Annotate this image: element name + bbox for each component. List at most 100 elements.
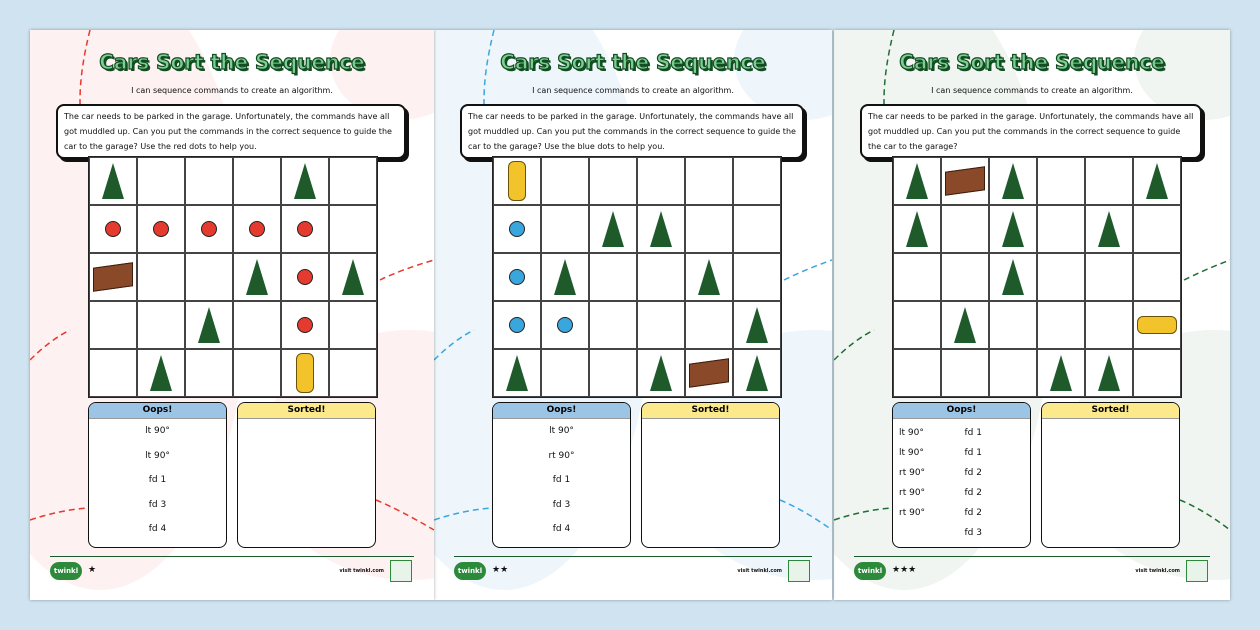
command-card[interactable]: fd 2 bbox=[964, 508, 982, 518]
tree-icon bbox=[246, 259, 268, 295]
visit-link: visit twinkl.com bbox=[737, 568, 782, 574]
command-card[interactable]: lt 90° bbox=[899, 448, 924, 458]
path-dot bbox=[201, 221, 217, 237]
grid-cell bbox=[685, 349, 733, 397]
grid-cell bbox=[137, 205, 185, 253]
grid-cell bbox=[941, 157, 989, 205]
tree-icon bbox=[554, 259, 576, 295]
grid-cell bbox=[1133, 253, 1181, 301]
command-card[interactable]: fd 2 bbox=[964, 488, 982, 498]
command-card[interactable]: fd 4 bbox=[552, 524, 571, 534]
grid-cell bbox=[541, 253, 589, 301]
instructions-box: The car needs to be parked in the garage… bbox=[460, 104, 804, 159]
twinkl-logo: twinkl bbox=[854, 562, 886, 580]
command-card[interactable]: rt 90° bbox=[899, 508, 926, 518]
grid-cell bbox=[185, 301, 233, 349]
tree-icon bbox=[954, 307, 976, 343]
twinkl-logo: twinkl bbox=[50, 562, 82, 580]
grid-cell bbox=[137, 157, 185, 205]
grid-cell bbox=[637, 205, 685, 253]
grid-cell bbox=[541, 205, 589, 253]
grid-cell bbox=[281, 349, 329, 397]
command-card[interactable]: fd 1 bbox=[148, 475, 167, 485]
grid-cell bbox=[1037, 349, 1085, 397]
path-dot bbox=[297, 317, 313, 333]
tree-icon bbox=[906, 211, 928, 247]
grid-cell bbox=[893, 205, 941, 253]
grid-cell bbox=[233, 349, 281, 397]
grid-cell bbox=[893, 157, 941, 205]
command-card[interactable]: lt 90° bbox=[549, 426, 574, 436]
grid-cell bbox=[1133, 157, 1181, 205]
grid-cell bbox=[233, 157, 281, 205]
worksheet-title: Cars Sort the Sequence bbox=[99, 49, 366, 74]
command-card[interactable]: rt 90° bbox=[548, 450, 575, 461]
oops-box: Oops! lt 90° rt 90° fd 1 fd 3 fd 4 bbox=[492, 402, 631, 548]
grid-cell bbox=[281, 253, 329, 301]
grid-cell bbox=[89, 253, 137, 301]
grid-cell bbox=[89, 301, 137, 349]
sorted-box: Sorted! bbox=[641, 402, 780, 548]
grid-cell bbox=[637, 253, 685, 301]
grid-cell bbox=[1133, 301, 1181, 349]
grid-cell bbox=[1085, 349, 1133, 397]
grid-cell bbox=[137, 301, 185, 349]
path-dot bbox=[509, 221, 525, 237]
grid-cell bbox=[589, 301, 637, 349]
command-card[interactable]: fd 1 bbox=[552, 475, 571, 485]
sorted-header: Sorted! bbox=[642, 403, 779, 419]
command-card[interactable]: fd 1 bbox=[964, 428, 982, 438]
grid-cell bbox=[941, 349, 989, 397]
command-card[interactable]: lt 90° bbox=[145, 426, 170, 436]
quality-badge-icon bbox=[788, 560, 810, 582]
grid-cell bbox=[989, 157, 1037, 205]
tree-icon bbox=[1002, 163, 1024, 199]
grid-cell bbox=[589, 253, 637, 301]
command-card[interactable]: fd 4 bbox=[148, 524, 167, 534]
grid-cell bbox=[589, 349, 637, 397]
grid-cell bbox=[989, 205, 1037, 253]
grid-cell bbox=[329, 157, 377, 205]
sorted-header: Sorted! bbox=[1042, 403, 1179, 419]
instructions-box: The car needs to be parked in the garage… bbox=[860, 104, 1202, 159]
maze-grid bbox=[892, 156, 1182, 398]
grid-cell bbox=[637, 157, 685, 205]
grid-cell bbox=[1133, 349, 1181, 397]
twinkl-logo: twinkl bbox=[454, 562, 486, 580]
oops-header: Oops! bbox=[493, 403, 630, 419]
command-card[interactable]: rt 90° bbox=[899, 488, 926, 498]
difficulty-stars: ★★ bbox=[492, 565, 509, 575]
command-card[interactable] bbox=[899, 523, 965, 543]
maze-grid bbox=[88, 156, 378, 398]
grid-cell bbox=[989, 349, 1037, 397]
oops-header: Oops! bbox=[893, 403, 1030, 419]
command-list: lt 90° rt 90° fd 1 fd 3 fd 4 bbox=[493, 419, 630, 542]
tree-icon bbox=[294, 163, 316, 199]
command-card[interactable]: lt 90° bbox=[899, 428, 924, 438]
visit-link: visit twinkl.com bbox=[1135, 568, 1180, 574]
command-card[interactable]: fd 2 bbox=[964, 468, 982, 478]
command-card[interactable]: lt 90° bbox=[145, 450, 170, 461]
command-card[interactable]: fd 3 bbox=[964, 528, 982, 538]
grid-cell bbox=[1037, 301, 1085, 349]
command-card[interactable]: fd 3 bbox=[552, 499, 571, 510]
grid-cell bbox=[1037, 157, 1085, 205]
grid-cell bbox=[89, 157, 137, 205]
garage-icon bbox=[93, 262, 133, 292]
grid-cell bbox=[493, 253, 541, 301]
footer-divider bbox=[854, 556, 1210, 557]
path-dot bbox=[249, 221, 265, 237]
command-card[interactable]: fd 1 bbox=[964, 448, 982, 458]
command-card[interactable]: fd 3 bbox=[148, 499, 167, 510]
grid-cell bbox=[1037, 205, 1085, 253]
grid-cell bbox=[1085, 205, 1133, 253]
grid-cell bbox=[733, 349, 781, 397]
grid-cell bbox=[185, 205, 233, 253]
grid-cell bbox=[493, 301, 541, 349]
tree-icon bbox=[698, 259, 720, 295]
grid-cell bbox=[329, 253, 377, 301]
path-dot bbox=[509, 317, 525, 333]
command-card[interactable]: rt 90° bbox=[899, 468, 926, 478]
visit-link: visit twinkl.com bbox=[339, 568, 384, 574]
path-dot bbox=[509, 269, 525, 285]
